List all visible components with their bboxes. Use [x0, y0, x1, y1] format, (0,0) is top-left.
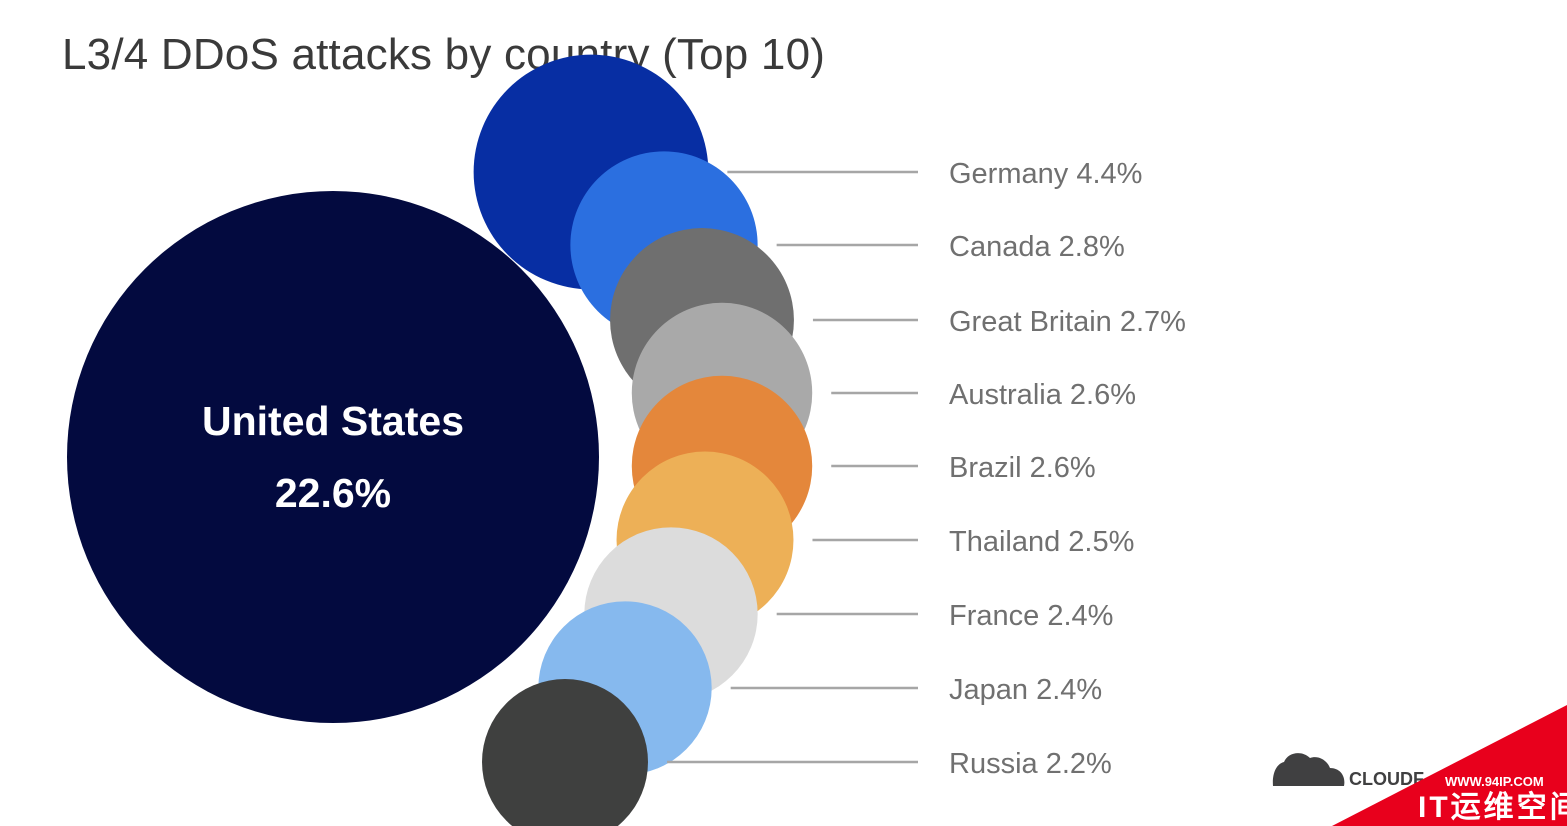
- bubble-labels: Germany 4.4% Canada 2.8% Great Britain 2.7…: [949, 158, 1186, 780]
- bubble-russia: [482, 679, 648, 826]
- big-bubble-name: United States: [202, 398, 464, 444]
- label-japan: Japan 2.4%: [949, 674, 1102, 706]
- label-france: France 2.4%: [949, 600, 1113, 632]
- label-thailand: Thailand 2.5%: [949, 526, 1134, 558]
- watermark-triangle: [1332, 705, 1567, 826]
- watermark-url: WWW.94IP.COM: [1445, 774, 1544, 789]
- leader-lines: [666, 170, 918, 764]
- label-canada: Canada 2.8%: [949, 231, 1125, 263]
- cloud-icon: [1272, 753, 1345, 786]
- label-australia: Australia 2.6%: [949, 379, 1136, 411]
- chart-title: L3/4 DDoS attacks by country (Top 10): [62, 30, 826, 79]
- label-germany: Germany 4.4%: [949, 158, 1142, 190]
- logo-text: CLOUDF: [1349, 769, 1424, 789]
- cloudflare-logo: CLOUDF: [1272, 753, 1424, 789]
- small-bubbles: [473, 54, 813, 826]
- label-brazil: Brazil 2.6%: [949, 452, 1096, 484]
- watermark-text: IT运维空间: [1418, 791, 1567, 824]
- big-bubble-group: United States 22.6%: [67, 191, 599, 723]
- watermark: WWW.94IP.COM IT运维空间: [1332, 705, 1567, 826]
- label-great-britain: Great Britain 2.7%: [949, 306, 1186, 338]
- big-bubble-value: 22.6%: [275, 470, 391, 516]
- bubble-united-states: [67, 191, 599, 723]
- label-russia: Russia 2.2%: [949, 748, 1112, 780]
